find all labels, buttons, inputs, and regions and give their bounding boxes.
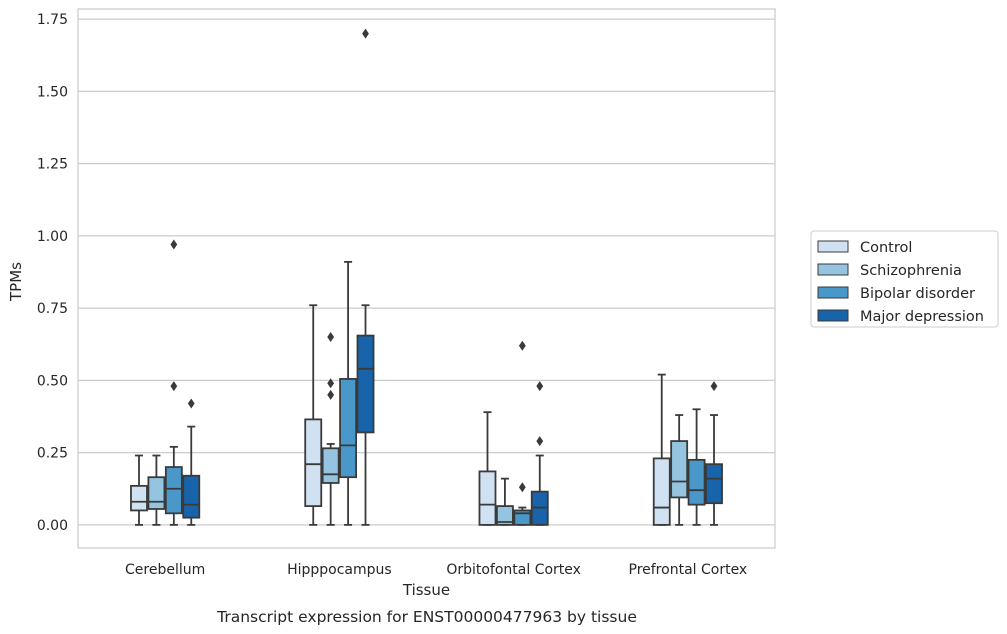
box-bipolar-disorder (687, 408, 706, 526)
outlier-point (170, 381, 178, 392)
box-iqr (130, 484, 148, 512)
x-axis-label: Tissue (402, 581, 450, 599)
chart-caption: Transcript expression for ENST0000047796… (216, 608, 637, 626)
legend-swatch (817, 286, 849, 299)
box-iqr (670, 440, 689, 499)
box-control (130, 454, 148, 526)
y-tick-label: 1.75 (37, 12, 68, 28)
box-iqr (147, 476, 166, 510)
box-bipolar-disorder (339, 260, 358, 526)
outlier-point (170, 239, 178, 250)
box-iqr (339, 378, 358, 479)
x-tick-label: Prefrontal Cortex (629, 562, 748, 578)
x-tick-label: Orbitofontal Cortex (446, 562, 581, 578)
x-tick-label: Cerebellum (125, 562, 205, 578)
outlier-point (327, 332, 335, 343)
box-bipolar-disorder (513, 340, 532, 526)
plot-frame (77, 8, 776, 549)
legend-swatch (817, 240, 849, 253)
box-iqr (356, 334, 375, 434)
legend-swatch (817, 263, 849, 276)
legend-label: Control (860, 240, 912, 256)
box-iqr (687, 458, 706, 506)
y-axis-ticks: 0.00 0.25 0.50 0.75 1.00 1.25 1.50 1.75 (37, 12, 68, 534)
box-iqr (321, 447, 340, 484)
y-tick-label: 0.25 (37, 446, 68, 462)
box-control (478, 411, 497, 526)
legend-swatch (817, 309, 849, 322)
box-iqr (495, 505, 514, 526)
x-tick-label: Hipppocampus (287, 562, 392, 578)
box-iqr (182, 474, 201, 519)
outlier-point (710, 381, 718, 392)
box-iqr (304, 418, 323, 507)
y-tick-label: 0.00 (37, 518, 68, 534)
y-tick-label: 1.50 (37, 84, 68, 100)
box-iqr (705, 463, 723, 505)
box-schizophrenia (147, 454, 166, 526)
y-tick-label: 1.00 (37, 229, 68, 245)
box-iqr (478, 470, 497, 526)
outlier-point (327, 389, 335, 400)
box-major-depression (705, 381, 723, 526)
y-tick-label: 0.50 (37, 373, 68, 389)
box-schizophrenia (670, 414, 689, 526)
y-axis-label: TPMs (7, 262, 25, 302)
outlier-point (518, 482, 526, 493)
box-plot-series (130, 28, 723, 526)
box-iqr (164, 466, 183, 515)
box-major-depression (356, 28, 375, 526)
box-bipolar-disorder (164, 239, 183, 526)
box-control (652, 373, 671, 526)
gridlines (78, 18, 775, 526)
outlier-point (536, 436, 544, 447)
legend-label: Bipolar disorder (860, 286, 975, 302)
legend-label: Schizophrenia (860, 263, 962, 279)
box-iqr (652, 457, 671, 526)
outlier-point (518, 340, 526, 351)
outlier-point (187, 398, 195, 409)
box-schizophrenia (321, 332, 340, 526)
box-control (304, 304, 323, 526)
legend-frame (810, 230, 999, 328)
y-tick-label: 1.25 (37, 157, 68, 173)
x-axis-ticks: Cerebellum Hipppocampus Orbitofontal Corte… (125, 562, 747, 578)
box-schizophrenia (495, 477, 514, 526)
box-major-depression (182, 398, 201, 526)
outlier-point (536, 381, 544, 392)
legend: Control Schizophrenia Bipolar disorder Majo… (810, 230, 999, 328)
outlier-point (362, 28, 369, 39)
box-major-depression (530, 381, 549, 526)
y-tick-label: 0.75 (37, 301, 68, 317)
legend-label: Major depression (860, 309, 984, 325)
outlier-point (327, 378, 335, 389)
